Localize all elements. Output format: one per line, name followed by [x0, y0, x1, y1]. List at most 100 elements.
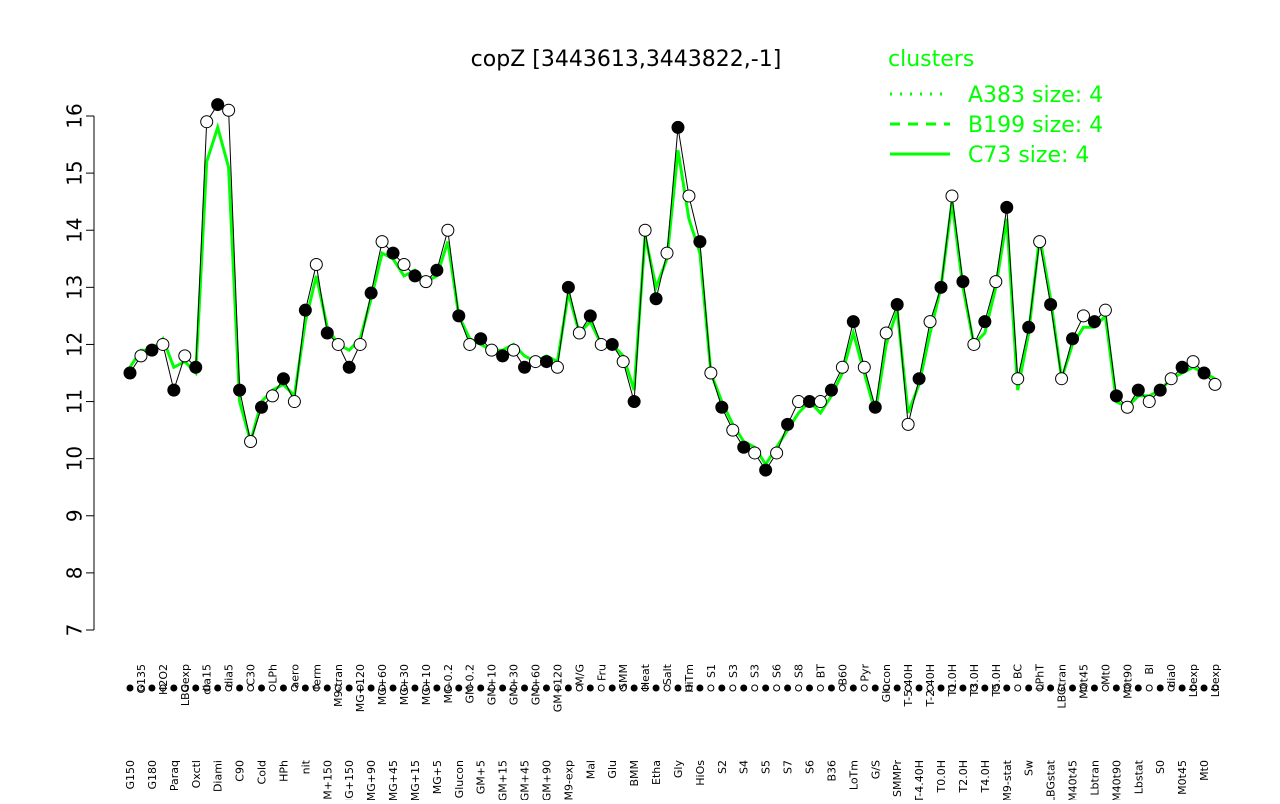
data-point — [704, 366, 718, 380]
data-point — [419, 275, 433, 289]
x-tick-label: Fru — [595, 664, 608, 681]
data-point — [726, 423, 740, 437]
x-tick-label: Glu — [606, 760, 619, 779]
data-point — [824, 383, 838, 397]
rug-marker — [882, 684, 890, 692]
data-point — [792, 395, 806, 409]
rug-marker — [1090, 684, 1098, 692]
x-tick-label: C30 — [245, 664, 258, 686]
x-tick-label: Mt0 — [1099, 664, 1112, 685]
y-axis: 7 8 9 10 11 12 13 14 15 16 — [63, 103, 95, 636]
rug-marker — [312, 684, 320, 692]
data-point — [890, 297, 904, 311]
data-point — [123, 366, 137, 380]
data-point — [1142, 395, 1156, 409]
rug-marker — [356, 684, 364, 692]
rug-marker — [740, 684, 748, 692]
rug-marker — [816, 684, 824, 692]
rug-marker — [564, 684, 572, 692]
x-tick-label: GM+60 — [530, 664, 543, 705]
data-point — [550, 360, 564, 374]
data-point — [167, 383, 181, 397]
rug-marker — [126, 684, 134, 692]
rug-marker — [159, 684, 167, 692]
x-tick-label: MG+60 — [376, 664, 389, 705]
x-tick-label: Lbtran — [1088, 760, 1101, 796]
x-tick-label: LPhT — [1034, 664, 1047, 691]
rug-marker — [1167, 684, 1175, 692]
x-tick-label: GM+45 — [519, 760, 532, 800]
data-point — [715, 400, 729, 414]
rug-marker — [301, 684, 309, 692]
rug-marker — [1101, 684, 1109, 692]
data-point — [934, 280, 948, 294]
x-tick-label: dia0 — [1165, 664, 1178, 688]
rug-marker — [411, 684, 419, 692]
data-point — [463, 337, 477, 351]
data-point — [309, 257, 323, 271]
data-point — [693, 235, 707, 249]
rug-marker — [751, 684, 759, 692]
x-tick-label: S2 — [716, 760, 729, 774]
data-point — [868, 400, 882, 414]
x-tick-label: Bl — [1143, 664, 1156, 675]
rug-marker — [268, 684, 276, 692]
rug-marker — [784, 684, 792, 692]
y-tick-label: 15 — [63, 160, 87, 185]
x-tick-label: SMM — [617, 664, 630, 690]
rug-marker — [630, 684, 638, 692]
data-point — [846, 315, 860, 329]
y-tick-label: 7 — [63, 624, 87, 637]
rug-marker — [192, 684, 200, 692]
x-tick-label: LBGexp — [179, 664, 192, 706]
x-tick-label: M/G — [573, 664, 586, 686]
rug-marker — [1036, 684, 1044, 692]
x-tick-label: LBGtran — [1056, 664, 1069, 709]
chart-title: copZ [3443613,3443822,-1] — [471, 47, 782, 72]
rug-marker — [367, 684, 375, 692]
series-layer — [123, 98, 1222, 477]
rug-marker — [849, 684, 857, 692]
data-point — [386, 246, 400, 260]
x-tick-label: S3 — [727, 664, 740, 678]
data-point — [649, 292, 663, 306]
x-tick-label: M0t45 — [1077, 664, 1090, 699]
rug-marker — [641, 684, 649, 692]
rug-marker — [805, 684, 813, 692]
x-tick-label: C90 — [234, 760, 247, 782]
x-tick-label: GM+30 — [508, 664, 521, 705]
x-tick-label: Sw — [1023, 760, 1036, 776]
x-tick-label: MG+150 — [343, 760, 356, 800]
x-tick-label: T5.0H — [990, 664, 1003, 697]
rug-marker — [663, 684, 671, 692]
rug-marker — [575, 684, 583, 692]
series-line — [129, 103, 1216, 472]
data-point — [583, 309, 597, 323]
data-point — [233, 383, 247, 397]
rug-marker — [1079, 684, 1087, 692]
data-point — [474, 332, 488, 346]
data-point — [627, 395, 641, 409]
rug-marker — [948, 684, 956, 692]
rug-marker — [970, 684, 978, 692]
data-point — [496, 349, 510, 363]
data-point — [298, 303, 312, 317]
y-tick-label: 11 — [63, 389, 87, 414]
rug-marker — [225, 684, 233, 692]
rug-marker — [685, 684, 693, 692]
x-tick-label: GM+5 — [475, 760, 488, 794]
x-tick-label: Mt0 — [1198, 760, 1211, 781]
x-tick-label: GM-0.2 — [464, 664, 477, 703]
data-point — [452, 309, 466, 323]
x-tick-label: aero — [288, 664, 301, 689]
x-tick-label: Pyr — [858, 664, 871, 682]
rug-marker — [696, 684, 704, 692]
rug-marker — [378, 684, 386, 692]
data-point — [978, 315, 992, 329]
x-tick-label: Lbexp — [1187, 664, 1200, 697]
data-point — [616, 355, 630, 369]
data-point — [156, 337, 170, 351]
x-tick-label: S6 — [803, 760, 816, 774]
legend: clusters A383 size: 4 B199 size: 4 C73 siz… — [888, 47, 1103, 168]
rug-marker — [323, 684, 331, 692]
